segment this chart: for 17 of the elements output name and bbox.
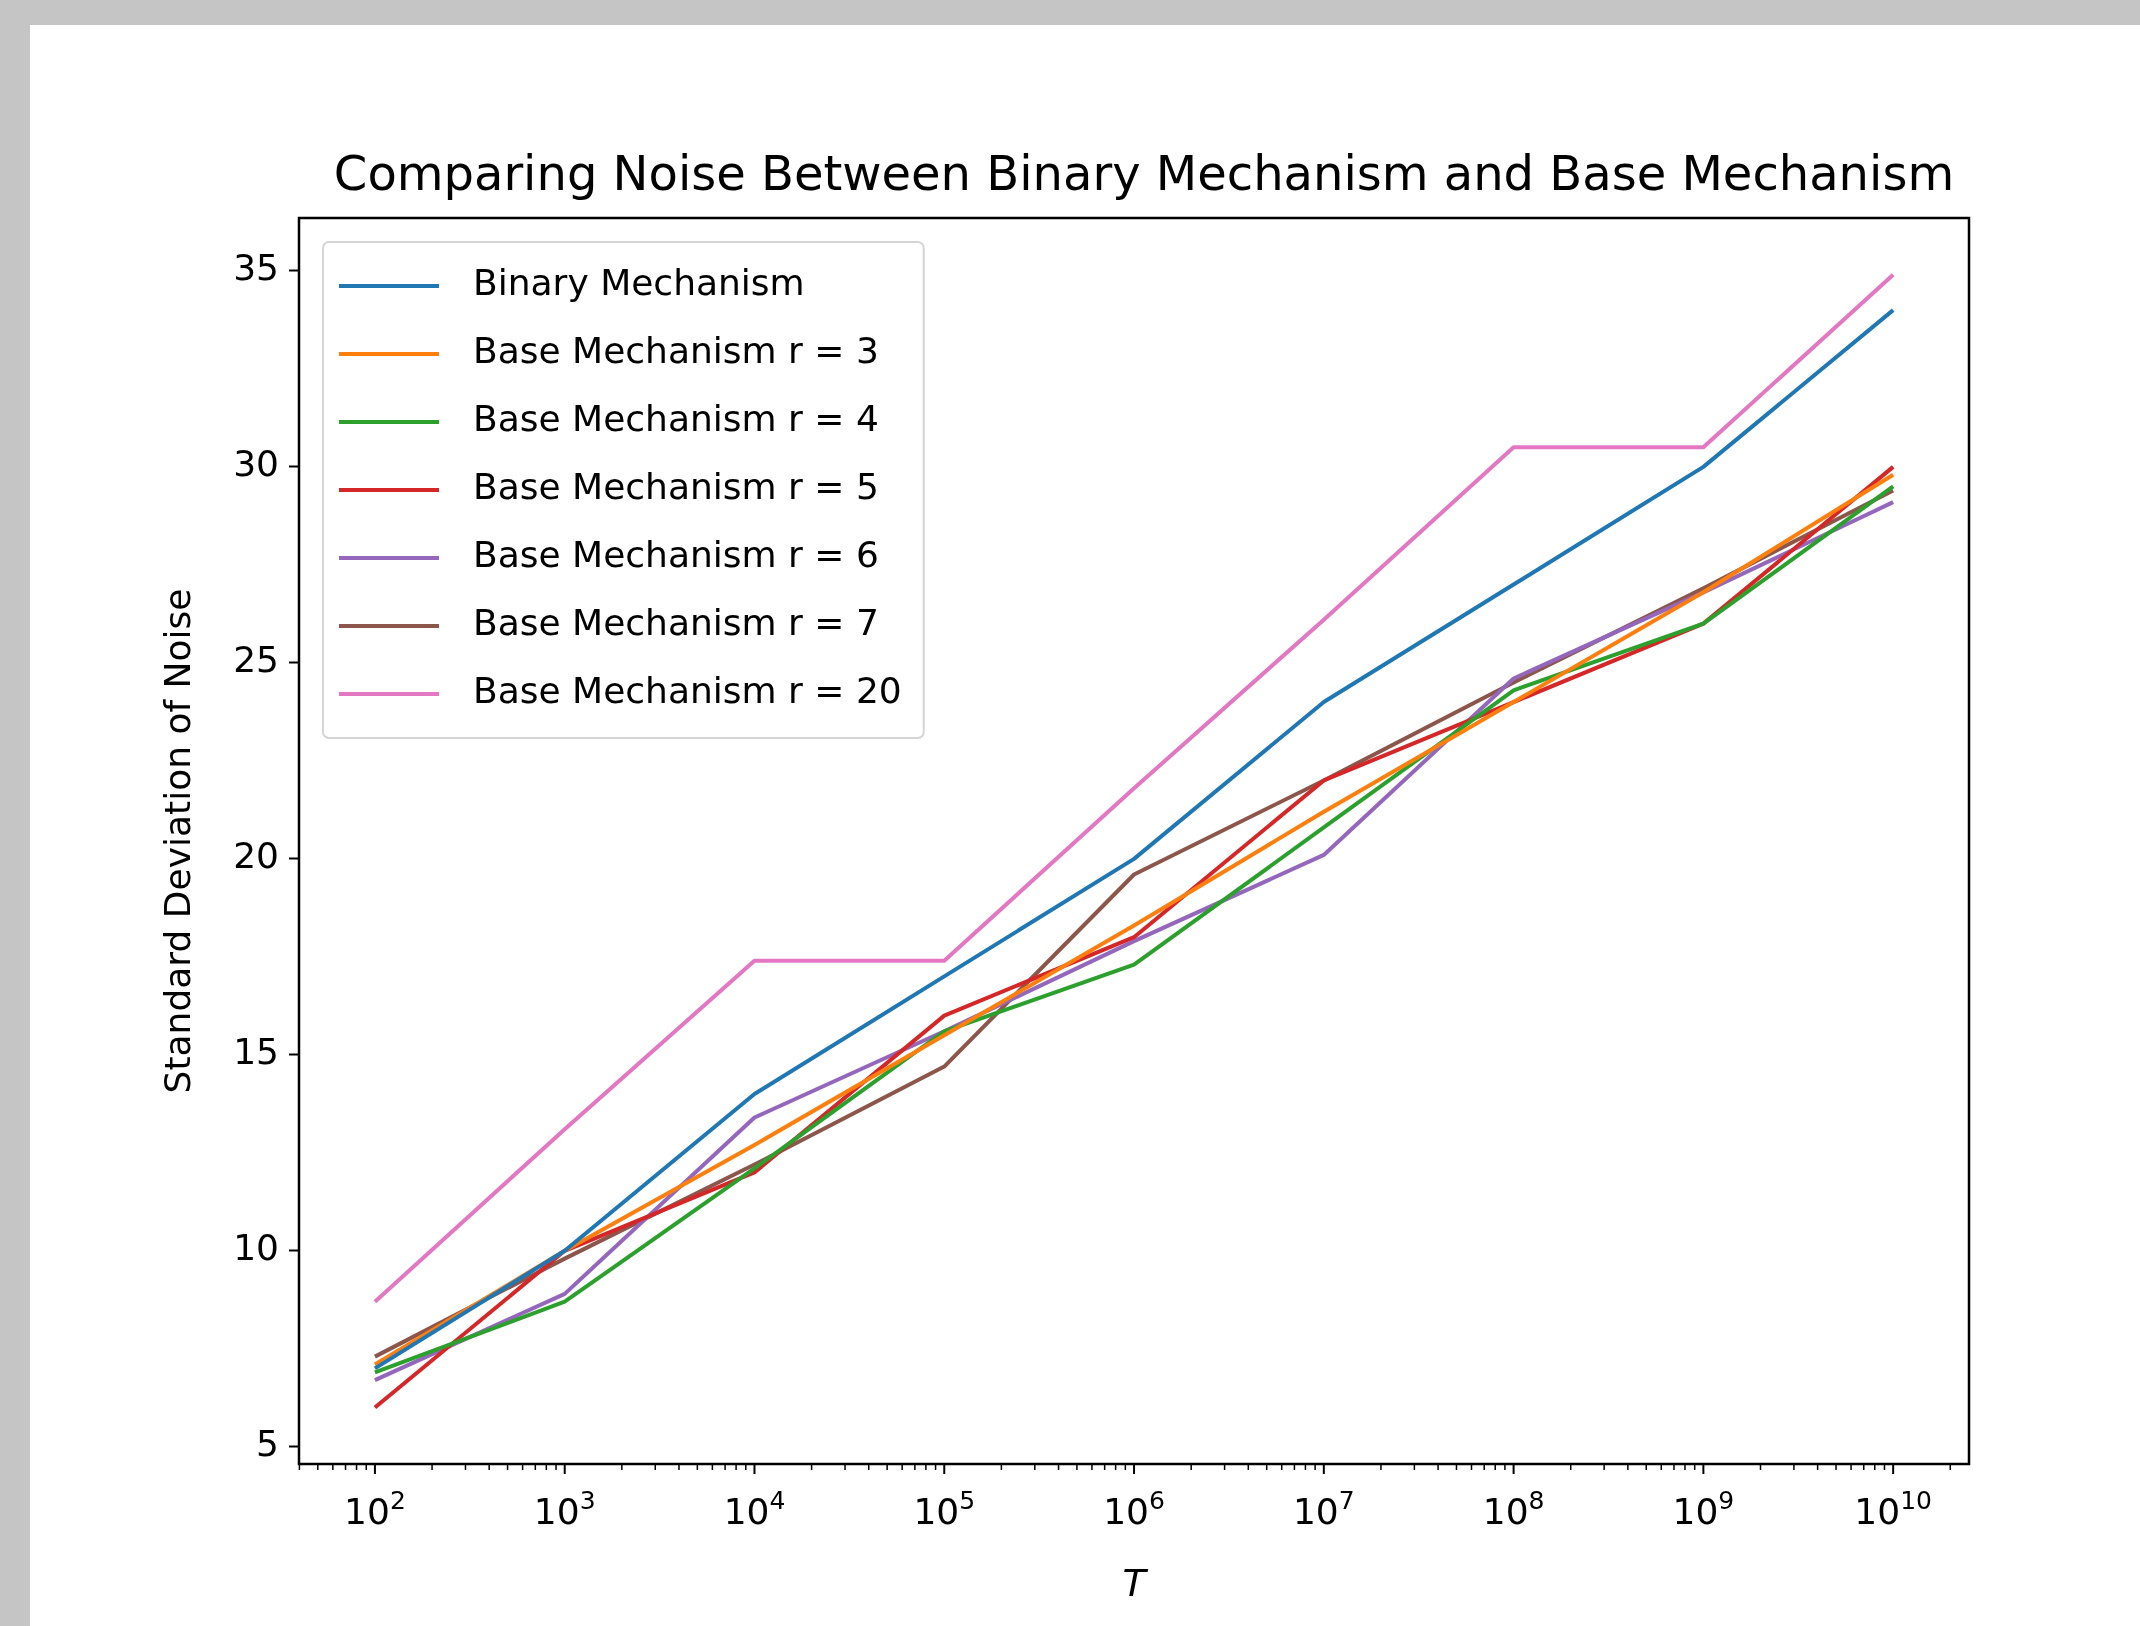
- chart-title: Comparing Noise Between Binary Mechanism and Base Mechanism: [333, 145, 1955, 201]
- y-tick-label: 15: [233, 1031, 279, 1073]
- legend-label: Base Mechanism r = 5: [473, 466, 879, 508]
- y-tick-label: 10: [233, 1227, 279, 1269]
- legend-label: Base Mechanism r = 3: [473, 330, 879, 372]
- legend-label: Base Mechanism r = 20: [473, 670, 902, 712]
- y-tick-label: 25: [233, 639, 279, 681]
- y-tick-label: 30: [233, 443, 279, 485]
- y-tick-label: 5: [256, 1423, 279, 1465]
- y-axis-title: Standard Deviation of Noise: [157, 588, 199, 1094]
- legend-label: Binary Mechanism: [473, 262, 805, 304]
- legend-label: Base Mechanism r = 7: [473, 602, 879, 644]
- x-axis-title: T: [1122, 1561, 1149, 1605]
- y-tick-label: 35: [233, 247, 279, 289]
- legend-label: Base Mechanism r = 6: [473, 534, 879, 576]
- legend-label: Base Mechanism r = 4: [473, 398, 879, 440]
- y-tick-label: 20: [233, 835, 279, 877]
